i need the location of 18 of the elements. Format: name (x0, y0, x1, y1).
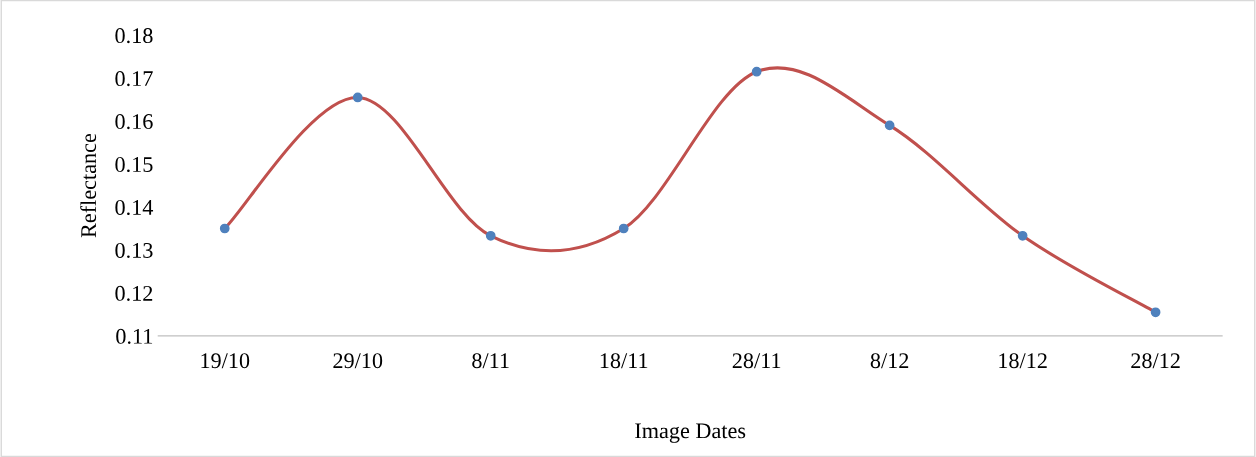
x-tick-label: 29/10 (333, 353, 383, 369)
y-tick-label: 0.18 (115, 28, 153, 44)
x-tick-label: 28/12 (1131, 353, 1180, 369)
x-tick-label: 28/11 (732, 353, 781, 369)
y-tick-label: 0.15 (115, 157, 153, 173)
x-tick-label: 8/12 (870, 353, 909, 369)
y-tick-label: 0.13 (115, 242, 153, 259)
x-tick-label: 19/10 (201, 353, 250, 369)
y-tick-label: 0.14 (115, 199, 154, 216)
x-tick-label: 18/11 (600, 353, 648, 369)
y-tick-label: 0.11 (116, 328, 153, 344)
y-axis-title: Reflectance (80, 133, 97, 238)
y-tick-label: 0.16 (115, 114, 153, 130)
y-tick-label: 0.17 (115, 71, 153, 87)
x-axis-title: Image Dates (635, 423, 746, 443)
y-tick-label: 0.12 (115, 285, 153, 301)
x-tick-label: 18/12 (999, 353, 1047, 369)
x-tick-label: 8/11 (472, 353, 509, 369)
